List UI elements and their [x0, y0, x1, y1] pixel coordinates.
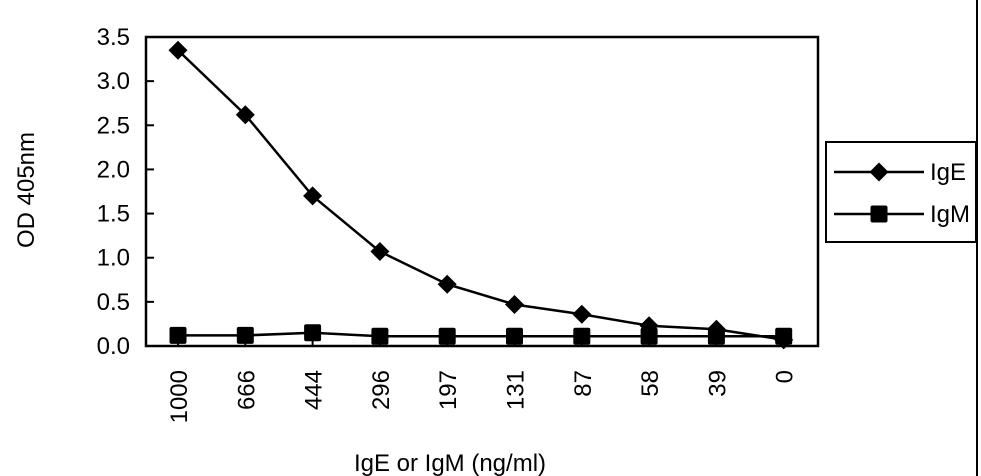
y-axis: 0.0 0.5 1.0 1.5 2.0 2.5 3.0 3.5: [97, 24, 154, 360]
y-axis-title: OD 405nm: [13, 132, 40, 248]
data-point-ige: [572, 304, 592, 324]
legend-marker-igm: [870, 205, 888, 223]
y-tick-label: 1.5: [97, 201, 130, 228]
data-point-ige: [303, 186, 323, 206]
series-igm: [169, 324, 793, 345]
data-point-igm: [371, 327, 389, 345]
data-point-igm: [506, 327, 523, 345]
data-point-ige: [437, 274, 457, 294]
x-tick-label: 0: [772, 370, 799, 383]
data-point-igm: [775, 327, 793, 345]
x-axis: 1000 666 444 296 197 131 87 58 39 0: [166, 339, 799, 423]
data-point-igm: [236, 326, 254, 344]
y-tick-label: 2.0: [97, 156, 130, 183]
y-tick-label: 0.5: [97, 289, 130, 316]
y-tick-label: 2.5: [97, 112, 130, 139]
x-tick-label: 39: [704, 370, 731, 397]
plot-area-frame: [144, 35, 820, 348]
legend-label-igm: IgM: [930, 201, 970, 228]
data-point-ige: [370, 242, 390, 262]
series-line-igm: [178, 331, 784, 338]
series-line-ige: [177, 49, 784, 342]
x-axis-title: IgE or IgM (ng/ml): [354, 450, 546, 476]
x-tick-label: 87: [570, 370, 597, 397]
x-tick-label: 444: [301, 370, 328, 410]
data-point-igm: [707, 327, 725, 345]
data-point-igm: [640, 327, 658, 345]
legend: IgE IgM: [825, 141, 977, 243]
legend-box: [825, 141, 977, 243]
y-tick-label: 3.0: [97, 68, 130, 95]
x-tick-label: 58: [637, 370, 664, 397]
data-point-igm: [438, 327, 456, 345]
x-tick-label: 1000: [166, 370, 193, 423]
x-tick-label: 197: [435, 370, 462, 410]
data-point-ige: [505, 295, 524, 315]
legend-label-ige: IgE: [930, 159, 966, 186]
data-point-ige: [235, 105, 255, 125]
legend-marker-ige: [869, 162, 889, 182]
x-tick-label: 666: [233, 370, 260, 410]
series-layer: [168, 40, 794, 350]
data-point-igm: [169, 326, 187, 344]
y-tick-label: 0.0: [97, 333, 130, 360]
data-point-igm: [573, 327, 591, 345]
x-tick-label: 131: [503, 370, 530, 410]
y-tick-label: 1.0: [97, 245, 130, 272]
data-point-igm: [304, 324, 322, 342]
y-tick-label: 3.5: [97, 24, 130, 51]
series-ige: [168, 40, 794, 350]
x-tick-label: 296: [368, 370, 395, 410]
data-point-ige: [168, 40, 188, 60]
